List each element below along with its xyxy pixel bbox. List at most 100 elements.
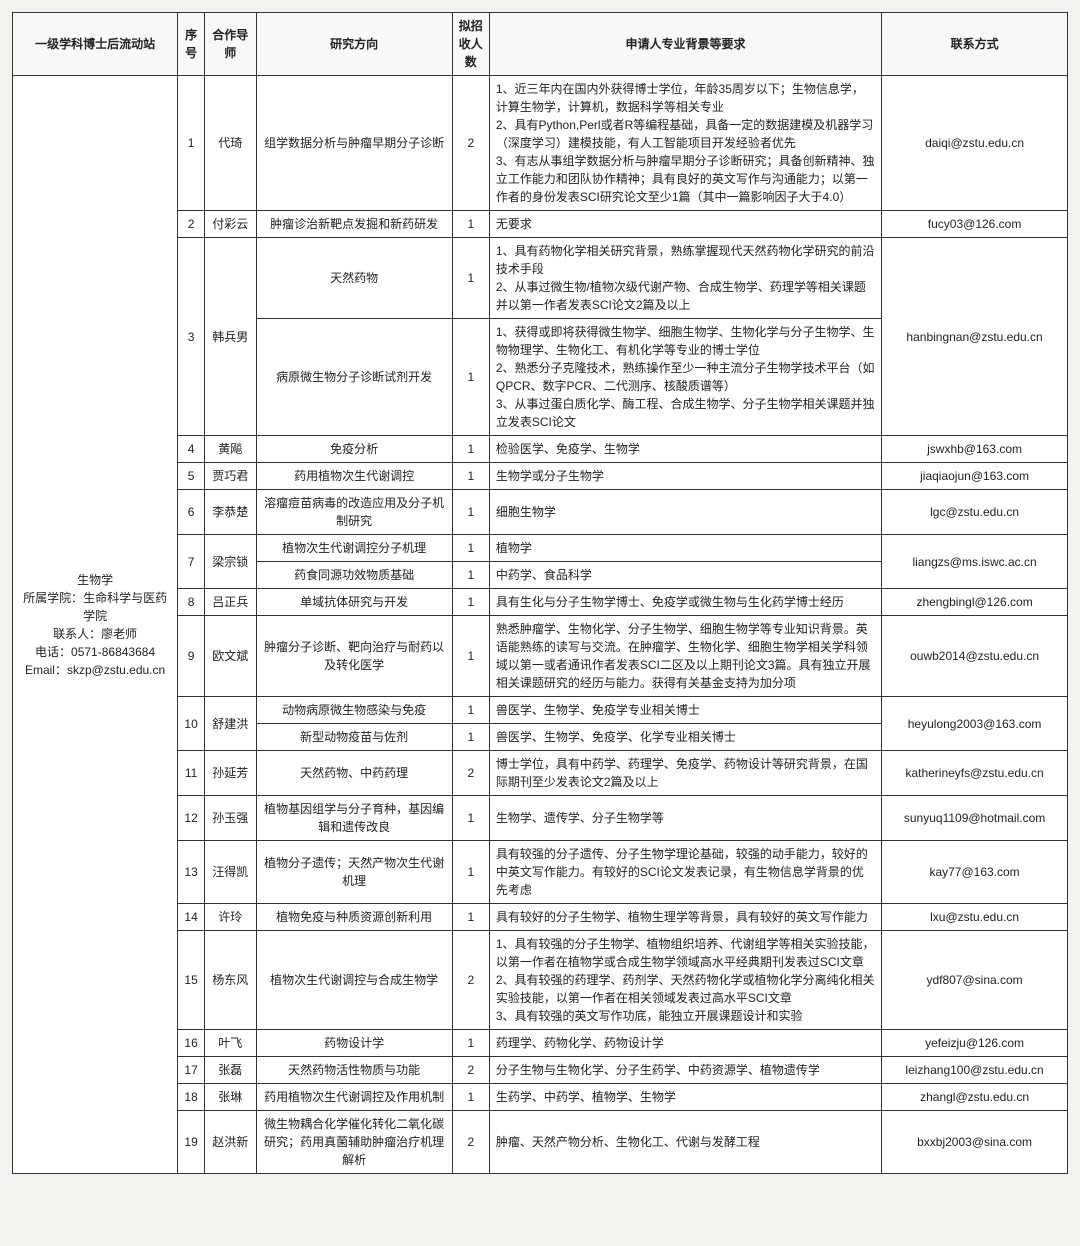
cell-advisor: 贾巧君 (204, 463, 256, 490)
cell-advisor: 吕正兵 (204, 589, 256, 616)
cell-contact: sunyuq1109@hotmail.com (882, 796, 1068, 841)
cell-count: 1 (452, 589, 489, 616)
th-req: 申请人专业背景等要求 (489, 13, 881, 76)
cell-direction: 动物病原微生物感染与免疫 (256, 697, 452, 724)
cell-seq: 6 (178, 490, 205, 535)
cell-advisor: 赵洪新 (204, 1111, 256, 1174)
cell-seq: 1 (178, 76, 205, 211)
cell-seq: 16 (178, 1030, 205, 1057)
cell-seq: 14 (178, 904, 205, 931)
cell-direction: 药用植物次生代谢调控及作用机制 (256, 1084, 452, 1111)
cell-req: 植物学 (489, 535, 881, 562)
cell-advisor: 李恭楚 (204, 490, 256, 535)
cell-direction: 肿瘤分子诊断、靶向治疗与耐药以及转化医学 (256, 616, 452, 697)
cell-seq: 13 (178, 841, 205, 904)
cell-seq: 17 (178, 1057, 205, 1084)
cell-seq: 11 (178, 751, 205, 796)
cell-seq: 12 (178, 796, 205, 841)
cell-direction: 植物分子遗传；天然产物次生代谢机理 (256, 841, 452, 904)
cell-contact: katherineyfs@zstu.edu.cn (882, 751, 1068, 796)
cell-contact: fucy03@126.com (882, 211, 1068, 238)
cell-req: 兽医学、生物学、免疫学专业相关博士 (489, 697, 881, 724)
cell-contact: ydf807@sina.com (882, 931, 1068, 1030)
cell-contact: hanbingnan@zstu.edu.cn (882, 238, 1068, 436)
cell-count: 2 (452, 1111, 489, 1174)
cell-req: 具有生化与分子生物学博士、免疫学或微生物与生化药学博士经历 (489, 589, 881, 616)
cell-count: 1 (452, 697, 489, 724)
cell-req: 分子生物与生物化学、分子生药学、中药资源学、植物遗传学 (489, 1057, 881, 1084)
th-station: 一级学科博士后流动站 (13, 13, 178, 76)
th-count: 拟招收人数 (452, 13, 489, 76)
cell-advisor: 孙延芳 (204, 751, 256, 796)
cell-seq: 4 (178, 436, 205, 463)
cell-count: 2 (452, 751, 489, 796)
cell-direction: 植物基因组学与分子育种，基因编辑和遗传改良 (256, 796, 452, 841)
th-advisor: 合作导师 (204, 13, 256, 76)
cell-contact: zhangl@zstu.edu.cn (882, 1084, 1068, 1111)
cell-advisor: 黄飚 (204, 436, 256, 463)
cell-req: 博士学位，具有中药学、药理学、免疫学、药物设计等研究背景，在国际期刊至少发表论文… (489, 751, 881, 796)
cell-count: 1 (452, 904, 489, 931)
cell-advisor: 汪得凯 (204, 841, 256, 904)
cell-direction: 天然药物活性物质与功能 (256, 1057, 452, 1084)
cell-req: 药理学、药物化学、药物设计学 (489, 1030, 881, 1057)
cell-direction: 免疫分析 (256, 436, 452, 463)
cell-direction: 植物免疫与种质资源创新利用 (256, 904, 452, 931)
cell-count: 1 (452, 1084, 489, 1111)
cell-seq: 7 (178, 535, 205, 589)
cell-contact: yefeizju@126.com (882, 1030, 1068, 1057)
cell-advisor: 张磊 (204, 1057, 256, 1084)
cell-direction: 溶瘤痘苗病毒的改造应用及分子机制研究 (256, 490, 452, 535)
cell-count: 1 (452, 490, 489, 535)
th-contact: 联系方式 (882, 13, 1068, 76)
cell-req: 肿瘤、天然产物分析、生物化工、代谢与发酵工程 (489, 1111, 881, 1174)
cell-advisor: 付彩云 (204, 211, 256, 238)
cell-direction: 药食同源功效物质基础 (256, 562, 452, 589)
cell-contact: leizhang100@zstu.edu.cn (882, 1057, 1068, 1084)
cell-req: 细胞生物学 (489, 490, 881, 535)
cell-count: 1 (452, 463, 489, 490)
cell-seq: 2 (178, 211, 205, 238)
cell-seq: 10 (178, 697, 205, 751)
cell-req: 具有较强的分子遗传、分子生物学理论基础，较强的动手能力，较好的中英文写作能力。有… (489, 841, 881, 904)
cell-req: 1、具有较强的分子生物学、植物组织培养、代谢组学等相关实验技能，以第一作者在植物… (489, 931, 881, 1030)
cell-direction: 药物设计学 (256, 1030, 452, 1057)
cell-req: 检验医学、免疫学、生物学 (489, 436, 881, 463)
cell-count: 1 (452, 724, 489, 751)
cell-advisor: 梁宗锁 (204, 535, 256, 589)
cell-contact: jswxhb@163.com (882, 436, 1068, 463)
cell-count: 2 (452, 1057, 489, 1084)
cell-count: 1 (452, 211, 489, 238)
cell-advisor: 欧文斌 (204, 616, 256, 697)
cell-direction: 天然药物 (256, 238, 452, 319)
cell-direction: 植物次生代谢调控分子机理 (256, 535, 452, 562)
cell-req: 1、近三年内在国内外获得博士学位，年龄35周岁以下；生物信息学，计算生物学，计算… (489, 76, 881, 211)
cell-direction: 微生物耦合化学催化转化二氧化碳研究；药用真菌辅助肿瘤治疗机理解析 (256, 1111, 452, 1174)
cell-contact: ouwb2014@zstu.edu.cn (882, 616, 1068, 697)
cell-advisor: 孙玉强 (204, 796, 256, 841)
cell-count: 1 (452, 616, 489, 697)
cell-seq: 18 (178, 1084, 205, 1111)
cell-contact: kay77@163.com (882, 841, 1068, 904)
cell-direction: 天然药物、中药药理 (256, 751, 452, 796)
cell-seq: 9 (178, 616, 205, 697)
cell-direction: 单域抗体研究与开发 (256, 589, 452, 616)
cell-contact: daiqi@zstu.edu.cn (882, 76, 1068, 211)
cell-seq: 8 (178, 589, 205, 616)
station-cell: 生物学 所属学院：生命科学与医药学院 联系人：廖老师 电话：0571-86843… (13, 76, 178, 1174)
postdoc-table: 一级学科博士后流动站 序号 合作导师 研究方向 拟招收人数 申请人专业背景等要求… (12, 12, 1068, 1174)
cell-contact: heyulong2003@163.com (882, 697, 1068, 751)
cell-advisor: 杨东风 (204, 931, 256, 1030)
cell-contact: lgc@zstu.edu.cn (882, 490, 1068, 535)
cell-req: 兽医学、生物学、免疫学、化学专业相关博士 (489, 724, 881, 751)
cell-direction: 肿瘤诊治新靶点发掘和新药研发 (256, 211, 452, 238)
cell-direction: 组学数据分析与肿瘤早期分子诊断 (256, 76, 452, 211)
cell-advisor: 叶飞 (204, 1030, 256, 1057)
cell-contact: bxxbj2003@sina.com (882, 1111, 1068, 1174)
cell-contact: liangzs@ms.iswc.ac.cn (882, 535, 1068, 589)
cell-req: 生物学或分子生物学 (489, 463, 881, 490)
cell-count: 1 (452, 562, 489, 589)
cell-contact: zhengbingl@126.com (882, 589, 1068, 616)
cell-count: 1 (452, 319, 489, 436)
cell-direction: 新型动物疫苗与佐剂 (256, 724, 452, 751)
